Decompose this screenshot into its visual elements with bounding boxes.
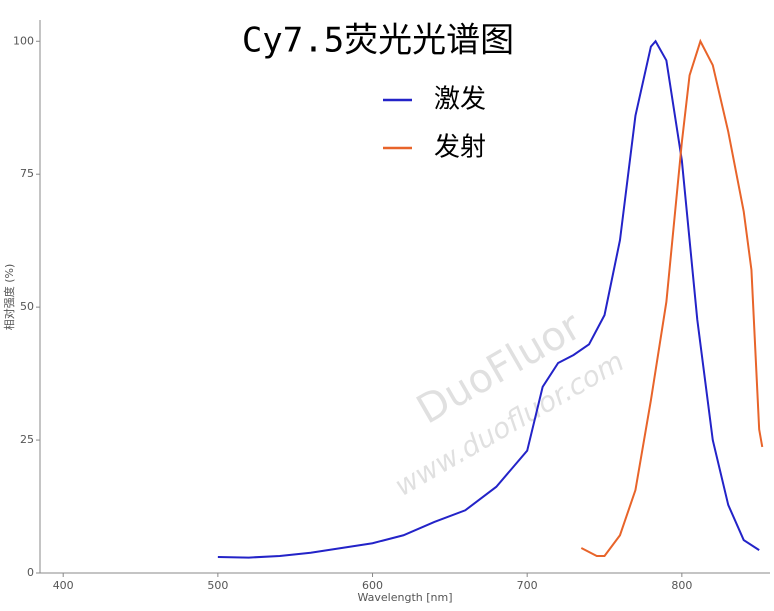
chart-title: Cy7.5荧光光谱图 (242, 21, 514, 61)
x-tick-label: 500 (207, 579, 228, 592)
y-axis-label: 相对强度 (%) (2, 264, 16, 331)
x-tick-label: 400 (53, 579, 74, 592)
legend-label: 激发 (434, 85, 486, 115)
x-tick-label: 800 (671, 579, 692, 592)
y-tick-label: 75 (20, 167, 34, 180)
line (217, 39, 760, 559)
x-axis-label: Wavelength [nm] (357, 591, 452, 604)
line (580, 38, 764, 557)
y-tick-label: 50 (20, 300, 34, 313)
x-tick-label: 700 (517, 579, 538, 592)
y-tick-label: 0 (27, 566, 34, 579)
y-tick-label: 100 (13, 34, 34, 47)
y-tick-label: 25 (20, 433, 34, 446)
legend-label: 发射 (434, 133, 486, 163)
x-tick-label: 600 (362, 579, 383, 592)
